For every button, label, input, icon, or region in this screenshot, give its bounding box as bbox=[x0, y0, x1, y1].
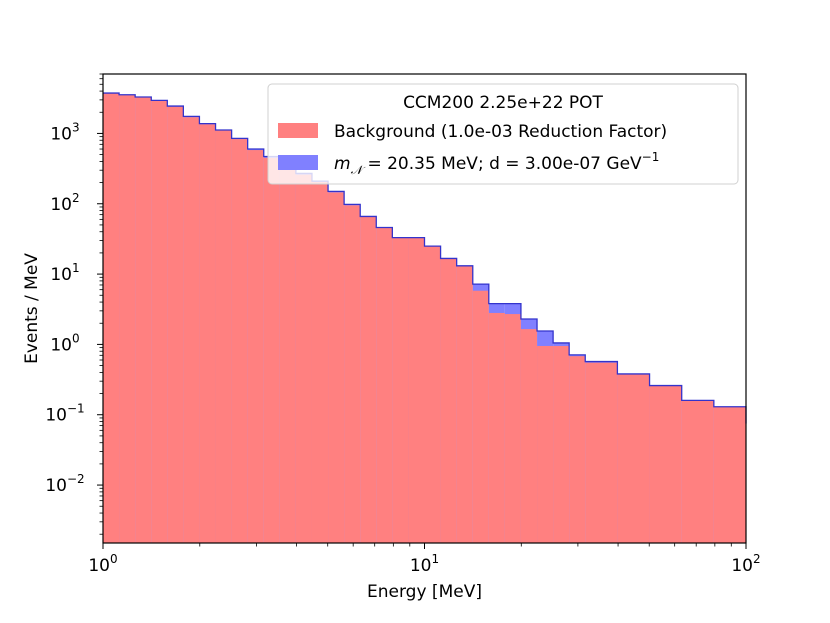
y-tick-label: 101 bbox=[50, 261, 79, 285]
background-bar bbox=[424, 246, 441, 543]
background-bar bbox=[103, 93, 120, 543]
background-bar bbox=[263, 157, 280, 544]
legend-label-background: Background (1.0e-03 Reduction Factor) bbox=[334, 122, 667, 142]
background-bar bbox=[488, 312, 505, 543]
background-bar bbox=[183, 117, 200, 543]
background-bar bbox=[376, 227, 393, 543]
y-tick-label: 103 bbox=[50, 120, 79, 144]
background-bar bbox=[681, 400, 714, 543]
legend-signal-text: = 20.35 MeV; d = 3.00e-07 GeV bbox=[362, 154, 642, 174]
background-bar bbox=[440, 258, 457, 543]
background-bar bbox=[408, 237, 425, 544]
background-bar bbox=[504, 314, 521, 543]
background-bar bbox=[215, 130, 232, 544]
background-bar bbox=[135, 97, 152, 544]
legend-swatch-signal bbox=[278, 155, 318, 170]
background-bar bbox=[231, 139, 248, 543]
bars-layer bbox=[103, 92, 747, 544]
background-bar bbox=[311, 181, 329, 543]
background-bar bbox=[344, 205, 361, 543]
background-bar bbox=[392, 237, 409, 544]
background-bar bbox=[537, 345, 554, 543]
y-tick-label: 100 bbox=[50, 331, 79, 355]
background-bar bbox=[553, 345, 570, 543]
background-bar bbox=[472, 290, 489, 543]
background-bar bbox=[520, 329, 538, 543]
y-tick-label: 102 bbox=[50, 191, 79, 215]
background-bar bbox=[649, 385, 682, 543]
legend-title: CCM200 2.25e+22 POT bbox=[403, 93, 603, 113]
signal-step-outline bbox=[103, 92, 747, 424]
background-bar bbox=[279, 165, 296, 543]
background-bar bbox=[713, 406, 746, 543]
x-tick-label: 102 bbox=[731, 552, 760, 576]
background-bar bbox=[328, 192, 345, 543]
x-tick-label: 101 bbox=[410, 552, 439, 576]
background-bar bbox=[456, 266, 473, 543]
y-tick-label: 10−1 bbox=[45, 402, 84, 426]
background-bar bbox=[199, 124, 216, 543]
background-bar bbox=[295, 174, 312, 543]
legend-signal-sup: −1 bbox=[642, 150, 660, 164]
x-axis: 100 101 102 bbox=[88, 543, 761, 576]
background-bar bbox=[360, 216, 377, 543]
legend: CCM200 2.25e+22 POT Background (1.0e-03 … bbox=[267, 83, 739, 185]
background-bar bbox=[569, 356, 586, 543]
plot-area bbox=[102, 73, 747, 544]
background-bar bbox=[617, 373, 650, 543]
y-axis: 10−2 10−1 100 101 102 103 bbox=[45, 73, 103, 535]
background-bar bbox=[119, 95, 136, 543]
legend-signal-var: m bbox=[334, 154, 351, 174]
legend-box bbox=[267, 83, 739, 185]
background-bar bbox=[151, 100, 168, 543]
background-bar bbox=[167, 106, 184, 544]
y-axis-label: Events / MeV bbox=[22, 253, 42, 364]
background-bar bbox=[585, 362, 618, 543]
legend-swatch-background bbox=[278, 123, 318, 138]
x-axis-label: Energy [MeV] bbox=[367, 582, 482, 602]
legend-label-signal: m𝒩 = 20.35 MeV; d = 3.00e-07 GeV−1 bbox=[334, 150, 659, 177]
background-bar bbox=[247, 150, 264, 543]
legend-signal-sub: 𝒩 bbox=[351, 163, 366, 177]
x-tick-label: 100 bbox=[88, 552, 117, 576]
y-tick-label: 10−2 bbox=[45, 472, 84, 496]
